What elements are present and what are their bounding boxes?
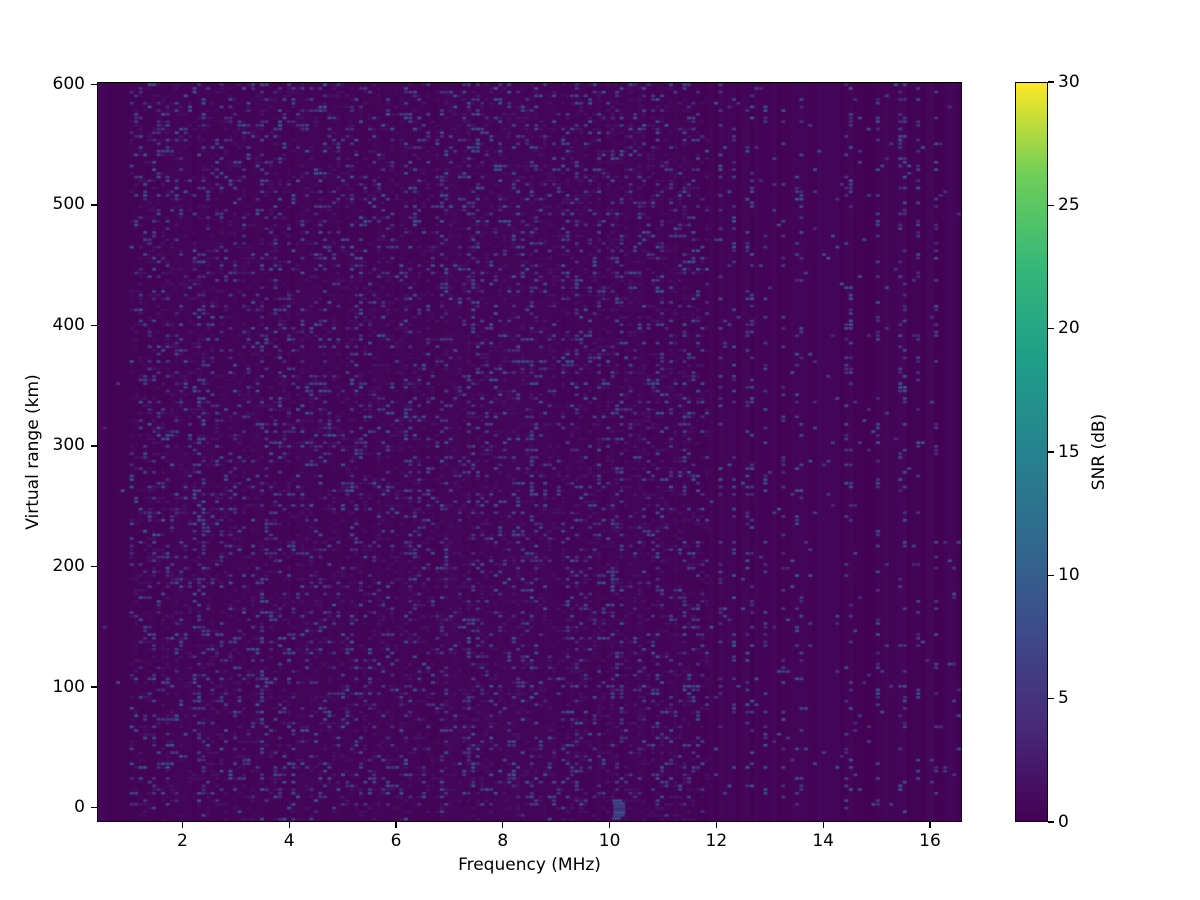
x-tick-label: 2 — [177, 831, 188, 851]
y-tick-label: 100 — [52, 676, 85, 697]
colorbar-tick-label: 5 — [1058, 688, 1069, 709]
x-tick-mark — [502, 822, 504, 828]
colorbar-tick-label: 20 — [1058, 318, 1080, 339]
x-axis-label: Frequency (MHz) — [458, 855, 601, 875]
x-tick-mark — [181, 822, 184, 828]
x-tick-label: 4 — [283, 831, 295, 851]
x-tick-mark — [395, 822, 397, 828]
x-tick-label: 14 — [812, 831, 834, 851]
y-tick-label: 200 — [52, 555, 85, 576]
x-tick-mark — [822, 822, 824, 828]
y-tick-label: 600 — [52, 73, 85, 94]
colorbar — [1015, 82, 1048, 822]
colorbar-tick-mark — [1048, 698, 1054, 700]
colorbar-label: SNR (dB) — [1089, 413, 1109, 491]
x-tick-mark — [715, 822, 717, 828]
ionogram-heatmap — [98, 83, 961, 821]
colorbar-tick-label: 10 — [1058, 564, 1080, 585]
colorbar-tick-label: 30 — [1058, 71, 1080, 92]
colorbar-tick-mark — [1048, 81, 1054, 83]
colorbar-tick-mark — [1048, 574, 1054, 576]
x-tick-label: 6 — [390, 831, 402, 851]
colorbar-tick-mark — [1048, 821, 1054, 823]
y-tick-label: 0 — [74, 797, 85, 818]
y-tick-label: 500 — [52, 194, 85, 215]
x-tick-label: 16 — [919, 831, 941, 851]
colorbar-tick-label: 15 — [1058, 441, 1080, 462]
x-tick-label: 10 — [598, 831, 621, 851]
x-tick-label: 12 — [705, 831, 728, 851]
colorbar-tick-label: 0 — [1058, 811, 1069, 832]
x-tick-mark — [929, 822, 931, 828]
y-tick-label: 400 — [52, 314, 85, 335]
colorbar-tick-label: 25 — [1058, 194, 1080, 215]
colorbar-tick-mark — [1048, 328, 1054, 330]
y-axis-label: Virtual range (km) — [23, 374, 43, 530]
colorbar-tick-mark — [1048, 451, 1054, 453]
plot-area — [97, 82, 962, 822]
x-tick-mark — [608, 822, 611, 828]
x-tick-label: 8 — [497, 831, 509, 851]
x-tick-mark — [288, 822, 290, 828]
colorbar-tick-mark — [1048, 204, 1054, 206]
